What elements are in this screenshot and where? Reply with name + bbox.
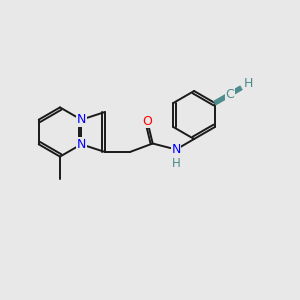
Text: O: O: [142, 115, 152, 128]
Text: N: N: [76, 138, 86, 151]
Text: C: C: [226, 88, 234, 101]
Text: H: H: [244, 77, 253, 90]
Text: N: N: [171, 143, 181, 156]
Text: H: H: [172, 157, 181, 169]
Text: N: N: [76, 113, 86, 126]
